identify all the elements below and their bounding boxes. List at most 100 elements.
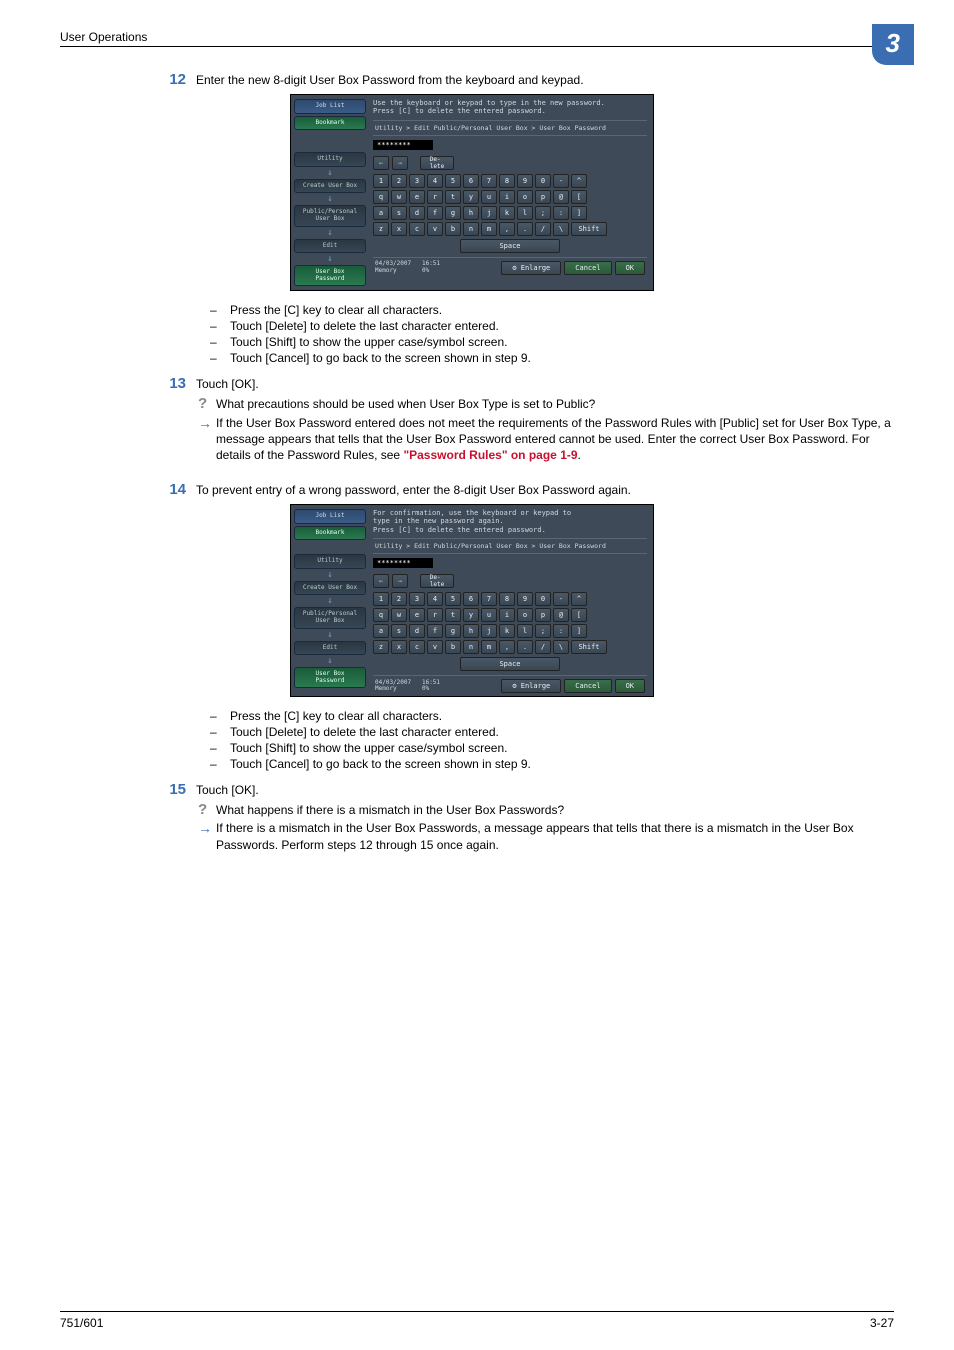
key-;[interactable]: ; [535,206,551,220]
key-g[interactable]: g [445,624,461,638]
key-s[interactable]: s [391,206,407,220]
key-8[interactable]: 8 [499,174,515,188]
key-9[interactable]: 9 [517,592,533,606]
space-key[interactable]: Space [460,657,560,671]
cancel-button[interactable]: Cancel [564,679,611,693]
key-[[interactable]: [ [571,190,587,204]
key-/[interactable]: / [535,222,551,236]
key-n[interactable]: n [463,640,479,654]
cancel-button[interactable]: Cancel [564,261,611,275]
key-3[interactable]: 3 [409,592,425,606]
key-d[interactable]: d [409,206,425,220]
edit-button[interactable]: Edit [294,641,366,656]
utility-button[interactable]: Utility [294,554,366,569]
key-o[interactable]: o [517,608,533,622]
key-h[interactable]: h [463,624,479,638]
key-e[interactable]: e [409,608,425,622]
key-6[interactable]: 6 [463,592,479,606]
key-6[interactable]: 6 [463,174,479,188]
key-.[interactable]: . [517,640,533,654]
right-arrow-key[interactable]: → [392,574,408,588]
key-d[interactable]: d [409,624,425,638]
key-l[interactable]: l [517,206,533,220]
key-][interactable]: ] [571,206,587,220]
job-list-button[interactable]: Job List [294,509,366,524]
key-q[interactable]: q [373,190,389,204]
key-s[interactable]: s [391,624,407,638]
key-v[interactable]: v [427,640,443,654]
key-f[interactable]: f [427,624,443,638]
key-b[interactable]: b [445,222,461,236]
key-l[interactable]: l [517,624,533,638]
key-g[interactable]: g [445,206,461,220]
key-y[interactable]: y [463,190,479,204]
key-4[interactable]: 4 [427,592,443,606]
key-w[interactable]: w [391,608,407,622]
key-,[interactable]: , [499,222,515,236]
key-2[interactable]: 2 [391,592,407,606]
key-u[interactable]: u [481,608,497,622]
key--[interactable]: - [553,592,569,606]
key-r[interactable]: r [427,608,443,622]
key-5[interactable]: 5 [445,592,461,606]
job-list-button[interactable]: Job List [294,99,366,114]
key-c[interactable]: c [409,222,425,236]
key-x[interactable]: x [391,640,407,654]
key-m[interactable]: m [481,640,497,654]
user-box-password-button[interactable]: User Box Password [294,667,366,688]
password-rules-link[interactable]: "Password Rules" on page 1-9 [403,448,577,462]
key--[interactable]: - [553,174,569,188]
key-\[interactable]: \ [553,222,569,236]
key-8[interactable]: 8 [499,592,515,606]
key-^[interactable]: ^ [571,592,587,606]
key-p[interactable]: p [535,608,551,622]
key-7[interactable]: 7 [481,174,497,188]
key-0[interactable]: 0 [535,592,551,606]
key-i[interactable]: i [499,190,515,204]
key-.[interactable]: . [517,222,533,236]
key-t[interactable]: t [445,190,461,204]
left-arrow-key[interactable]: ← [373,156,389,170]
key-k[interactable]: k [499,624,515,638]
key-1[interactable]: 1 [373,174,389,188]
ok-button[interactable]: OK [615,679,645,693]
key-y[interactable]: y [463,608,479,622]
key-r[interactable]: r [427,190,443,204]
key-[[interactable]: [ [571,608,587,622]
key-:[interactable]: : [553,624,569,638]
key-h[interactable]: h [463,206,479,220]
key-a[interactable]: a [373,624,389,638]
key-@[interactable]: @ [553,190,569,204]
key-j[interactable]: j [481,206,497,220]
key-q[interactable]: q [373,608,389,622]
key-v[interactable]: v [427,222,443,236]
key-f[interactable]: f [427,206,443,220]
key-j[interactable]: j [481,624,497,638]
key-^[interactable]: ^ [571,174,587,188]
key-9[interactable]: 9 [517,174,533,188]
key-4[interactable]: 4 [427,174,443,188]
create-user-box-button[interactable]: Create User Box [294,179,366,194]
key-\[interactable]: \ [553,640,569,654]
key-n[interactable]: n [463,222,479,236]
key-c[interactable]: c [409,640,425,654]
password-field[interactable]: ******** [373,558,433,568]
key-0[interactable]: 0 [535,174,551,188]
key-b[interactable]: b [445,640,461,654]
delete-key[interactable]: De- lete [420,574,454,588]
password-field[interactable]: ******** [373,140,433,150]
key-z[interactable]: z [373,222,389,236]
right-arrow-key[interactable]: → [392,156,408,170]
key-p[interactable]: p [535,190,551,204]
edit-button[interactable]: Edit [294,239,366,254]
key-1[interactable]: 1 [373,592,389,606]
key-3[interactable]: 3 [409,174,425,188]
key-e[interactable]: e [409,190,425,204]
key-m[interactable]: m [481,222,497,236]
utility-button[interactable]: Utility [294,152,366,167]
public-personal-button[interactable]: Public/Personal User Box [294,205,366,226]
bookmark-button[interactable]: Bookmark [294,526,366,541]
key-t[interactable]: t [445,608,461,622]
key-5[interactable]: 5 [445,174,461,188]
create-user-box-button[interactable]: Create User Box [294,581,366,596]
